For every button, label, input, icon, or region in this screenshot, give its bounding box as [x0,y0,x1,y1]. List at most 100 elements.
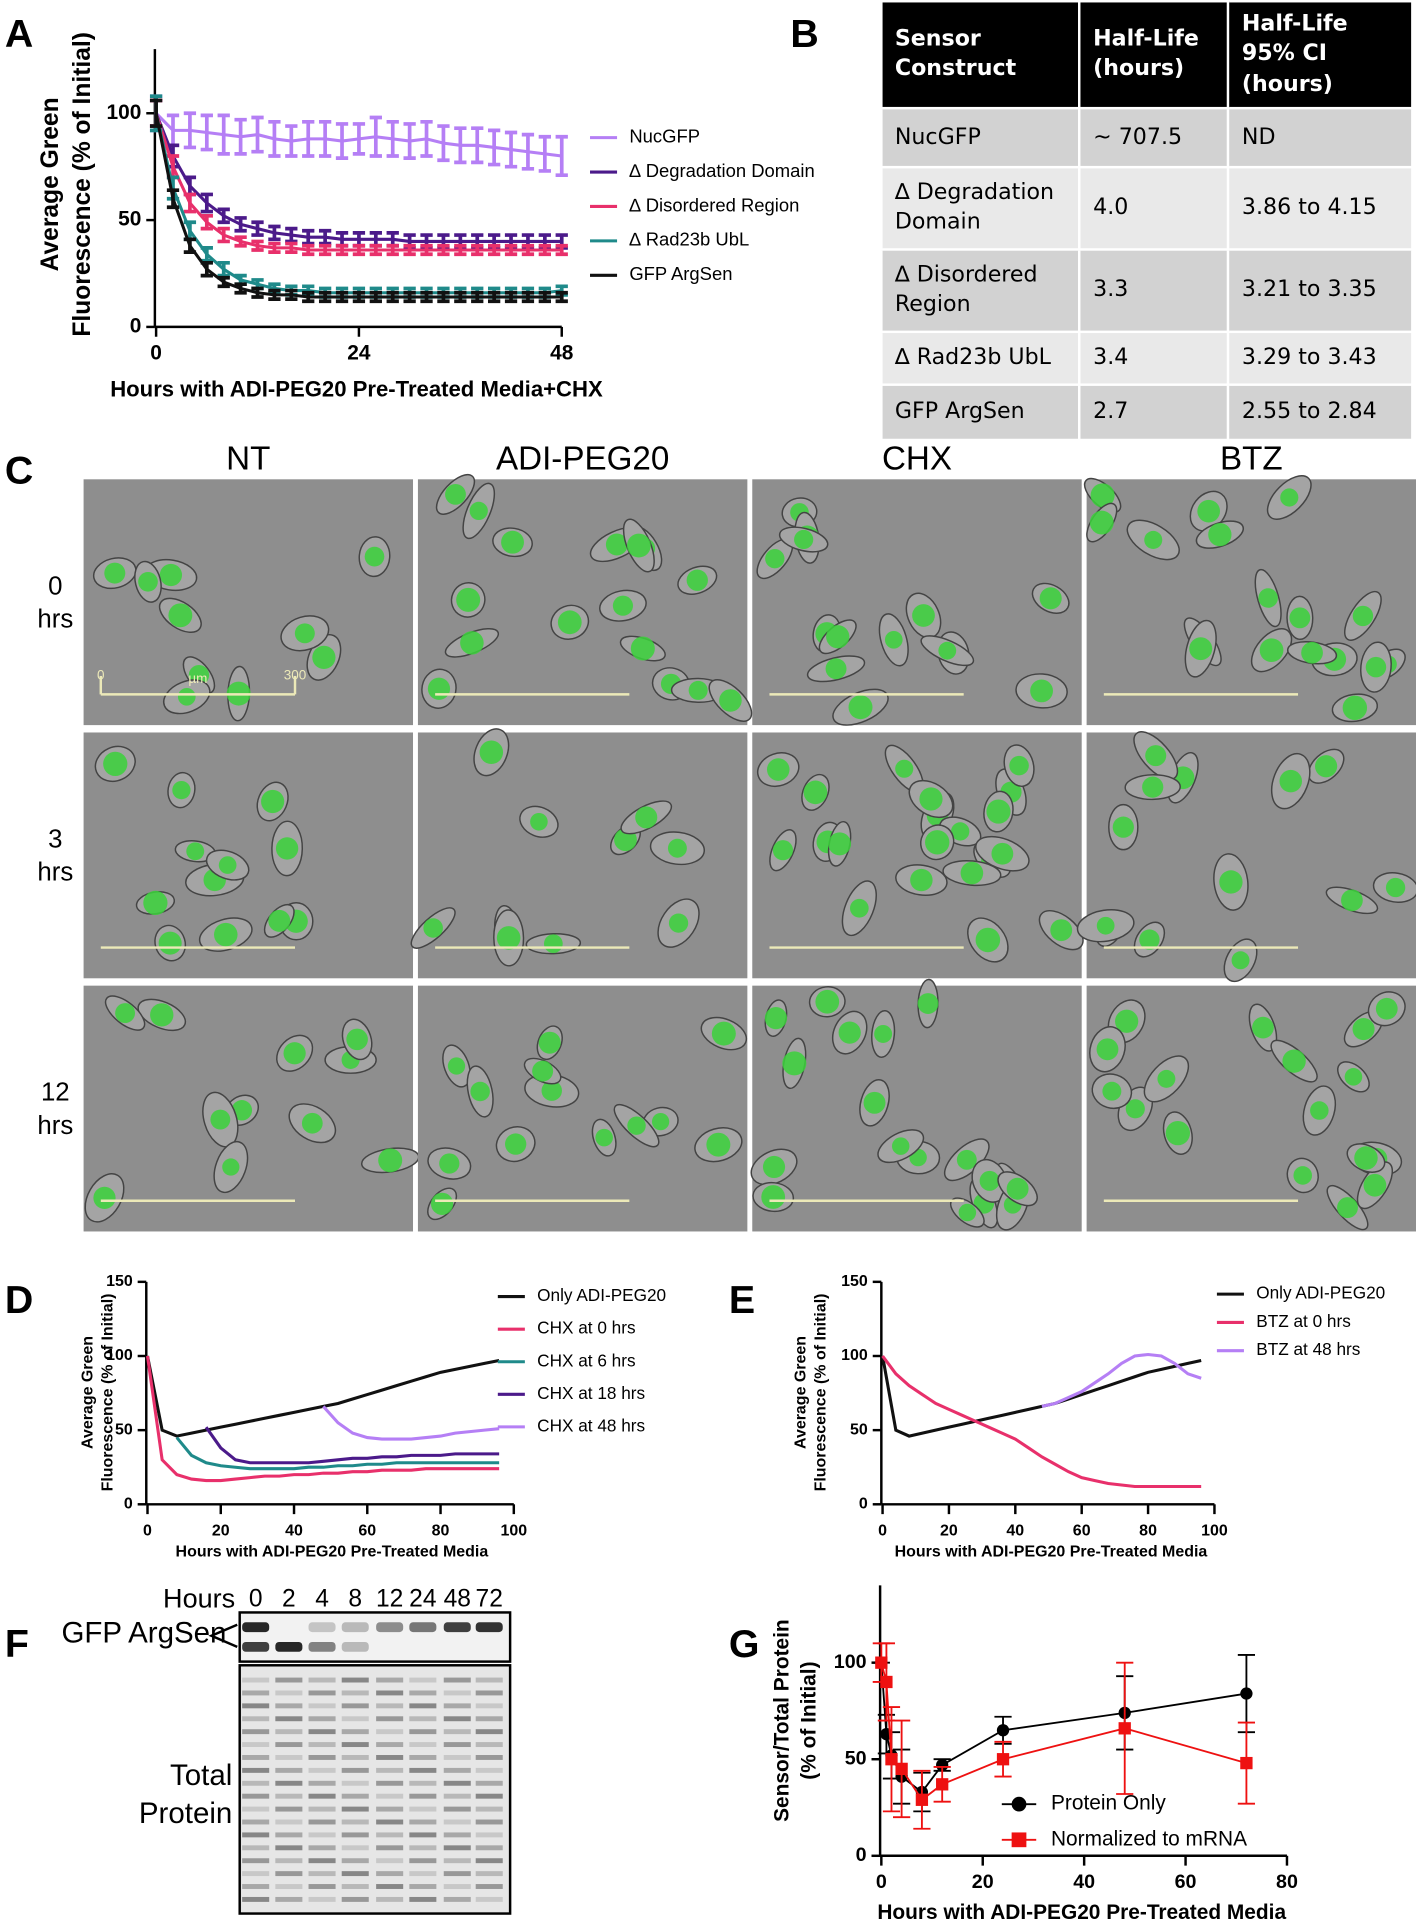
cell-nucleus [1009,755,1029,776]
cell-nucleus [1259,638,1284,663]
band [475,1858,503,1864]
cell-nucleus [1280,488,1299,507]
band [443,1780,471,1786]
cell-nucleus [427,677,451,700]
band [275,1742,303,1748]
cell-nucleus [826,625,850,649]
band [376,1884,404,1889]
cell-nucleus [919,787,943,811]
series-line [145,1355,500,1483]
cell-nucleus [312,645,336,669]
cell-nucleus [301,1112,323,1134]
cell-nucleus [447,1057,466,1075]
legend-label: NucGFP [629,126,700,147]
table-cell: 2.7 [1078,383,1230,442]
column-header: CHX [882,441,952,478]
cell-nucleus [925,830,950,855]
cell-nucleus [1144,530,1163,549]
x-tick-label: 60 [358,1523,376,1540]
lane-label: 8 [348,1586,362,1613]
band [341,1742,369,1748]
cell-nucleus [541,1080,562,1101]
band [341,1690,369,1696]
band [341,1896,369,1902]
cell-nucleus [530,812,548,831]
cell-nucleus [1375,997,1398,1020]
cell-nucleus [1006,1177,1029,1200]
cell-nucleus [825,658,847,680]
band [275,1793,303,1799]
cell-nucleus [1252,1016,1274,1039]
marker [936,1778,949,1791]
band [475,1780,503,1786]
band [275,1884,303,1889]
band [308,1622,336,1633]
x-tick-label: 20 [212,1523,230,1540]
cell-nucleus [612,595,634,616]
band [308,1742,336,1748]
band [475,1819,503,1825]
lane-label: 2 [282,1586,296,1613]
legend-label: Only ADI-PEG20 [1256,1283,1385,1303]
band [341,1845,369,1851]
cell-nucleus [1279,769,1303,793]
band [409,1755,437,1760]
series-line [145,1355,500,1438]
band [475,1755,503,1760]
band [242,1780,270,1786]
x-tick-label: 0 [876,1871,887,1893]
band [376,1819,404,1825]
band [242,1845,270,1851]
y-tick-label: 100 [106,1347,133,1364]
cell-nucleus [1189,637,1213,661]
table-row: ∆ Disordered Region 3.3 3.21 to 3.35 [880,248,1414,333]
series-line [155,112,562,158]
marker [1240,1756,1253,1770]
band [443,1767,471,1773]
cell-nucleus [979,1170,1000,1191]
band [341,1716,369,1722]
band [308,1677,336,1683]
cell-nucleus [1096,1038,1119,1061]
band [242,1690,270,1696]
panel-letter: E [729,1278,755,1322]
band [443,1871,471,1877]
x-axis-title: Hours with ADI-PEG20 Pre-Treated Media [877,1901,1286,1924]
cell-nucleus [150,1003,174,1027]
band [443,1755,471,1760]
gel-top [238,1611,512,1663]
cell-nucleus [849,898,869,918]
row-label: hrs [37,859,73,887]
band [275,1690,303,1696]
band [409,1896,437,1902]
cell-nucleus [1337,1197,1358,1219]
lane-label: 4 [315,1586,329,1613]
legend-marker [1011,1832,1027,1848]
cell-nucleus [686,569,708,591]
band [409,1677,437,1683]
row-label: 12 [41,1079,70,1107]
band [409,1845,437,1851]
cell-nucleus [470,1081,490,1102]
band [242,1729,270,1735]
cell-nucleus [231,1100,253,1121]
cell-nucleus [668,913,689,933]
band [409,1858,437,1864]
band [376,1622,404,1633]
cell-nucleus [1145,745,1167,767]
cell-nucleus [1385,877,1406,898]
cell-nucleus [626,533,651,558]
y-tick-label: 100 [834,1651,867,1673]
gel-axis-label: Hours [163,1583,235,1613]
band [242,1884,270,1889]
table-cell: 3.21 to 3.35 [1227,248,1414,333]
cell-nucleus [874,1024,893,1043]
band [341,1884,369,1889]
band [242,1716,270,1722]
band [443,1884,471,1889]
band [409,1871,437,1877]
band [443,1622,471,1633]
table-cell: Half-Life 95% CI (hours) [1227,0,1414,110]
table-row: Sensor Construct Half-Life (hours) Half-Li… [880,0,1414,110]
column-header: NT [226,441,270,478]
